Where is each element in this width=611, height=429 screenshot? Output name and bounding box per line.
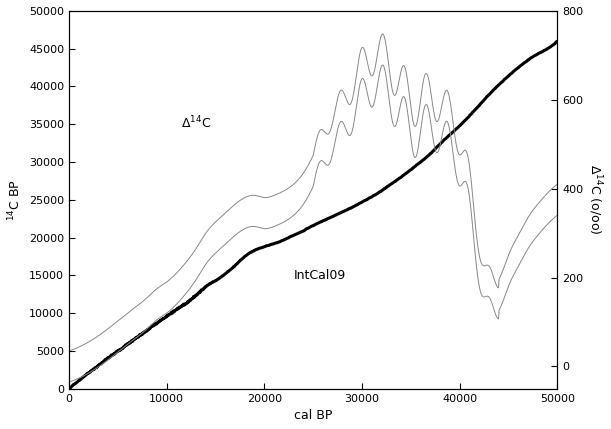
Text: IntCal09: IntCal09	[294, 269, 346, 282]
Y-axis label: $^{14}$C BP: $^{14}$C BP	[7, 179, 24, 221]
Y-axis label: $\Delta^{14}$C (o/oo): $\Delta^{14}$C (o/oo)	[587, 164, 604, 235]
Text: $\Delta^{14}$C: $\Delta^{14}$C	[181, 115, 211, 131]
X-axis label: cal BP: cal BP	[294, 409, 332, 422]
